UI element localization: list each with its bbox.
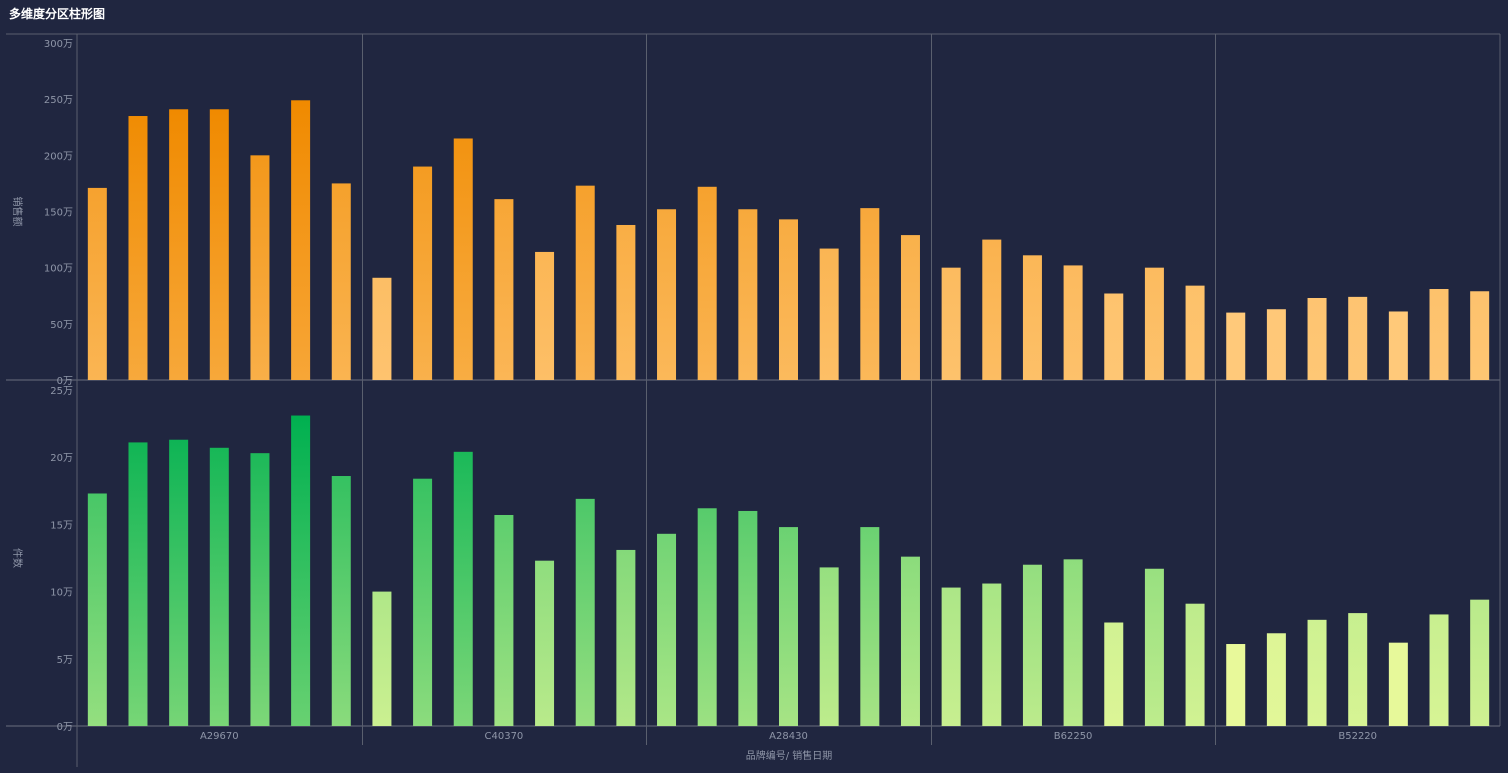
x-axis-label: 品牌编号/ 销售日期 [746,749,833,762]
bar[interactable] [250,453,270,726]
y-tick-label: 15万 [50,520,73,531]
bar[interactable] [982,239,1002,380]
bar[interactable] [616,549,636,726]
y-tick-label: 150万 [44,208,73,219]
bar[interactable] [1388,642,1408,726]
bar[interactable] [779,527,798,726]
bar[interactable] [941,267,961,380]
bar[interactable] [169,109,189,380]
bar[interactable] [372,277,392,380]
bar[interactable] [413,166,433,380]
bar[interactable] [494,199,514,380]
bar[interactable] [738,209,758,380]
bar[interactable] [1104,622,1124,726]
bar[interactable] [1470,599,1490,726]
bar[interactable] [331,183,351,380]
bar[interactable] [900,556,920,726]
bar[interactable] [697,508,717,726]
y-tick-label: 300万 [44,39,73,50]
bar[interactable] [169,439,189,726]
y-tick-label: 0万 [57,722,73,733]
bar[interactable] [575,185,595,380]
y-tick-label: 20万 [50,453,73,464]
x-group-label: A28430 [769,731,808,742]
bar[interactable] [616,224,636,380]
bar[interactable] [1429,289,1449,380]
bar[interactable] [1266,309,1286,380]
bar[interactable] [372,591,392,726]
bar[interactable] [819,248,839,380]
y-tick-label: 0万 [57,376,73,387]
bar[interactable] [1022,564,1042,726]
bar[interactable] [128,116,148,381]
y-tick-label: 200万 [44,151,73,162]
bar[interactable] [1144,267,1164,380]
bar[interactable] [860,208,880,380]
y-tick-label: 250万 [44,95,73,106]
bar[interactable] [575,498,595,726]
bar[interactable] [128,442,148,726]
bar[interactable] [1063,265,1083,380]
y-axis-label: 销售额 [11,197,24,227]
bar[interactable] [209,447,229,726]
bar[interactable] [657,533,677,726]
bar[interactable] [738,510,758,726]
bar[interactable] [87,493,107,726]
bar[interactable] [860,527,880,726]
bar[interactable] [1307,619,1327,726]
bar[interactable] [982,583,1002,726]
y-tick-label: 10万 [50,588,73,599]
bar[interactable] [1144,568,1164,726]
bar[interactable] [1226,644,1246,726]
bar[interactable] [209,109,229,380]
bar[interactable] [535,251,555,380]
x-group-label: B52220 [1338,731,1377,742]
y-axis-label: 件数 [11,548,24,568]
bar[interactable] [1348,613,1368,726]
bar[interactable] [291,100,311,380]
bar[interactable] [413,478,433,726]
bar[interactable] [1470,291,1490,380]
bar[interactable] [291,415,311,726]
bar[interactable] [1022,255,1042,380]
bar[interactable] [779,219,798,380]
bar[interactable] [657,209,677,380]
bar[interactable] [1429,614,1449,726]
x-group-label: B62250 [1054,731,1093,742]
bar[interactable] [250,155,270,380]
y-tick-label: 100万 [44,264,73,275]
bar[interactable] [900,235,920,380]
chart-title: 多维度分区柱形图 [9,7,106,21]
bar[interactable] [1266,633,1286,726]
y-tick-label: 25万 [50,386,73,397]
y-tick-label: 50万 [50,320,73,331]
x-group-label: A29670 [200,731,239,742]
bar[interactable] [1104,293,1124,380]
bar[interactable] [1185,285,1205,380]
y-tick-label: 5万 [57,655,73,666]
bar[interactable] [1348,296,1368,380]
bar[interactable] [331,476,351,726]
bar[interactable] [697,186,717,380]
bar[interactable] [535,560,555,726]
x-group-label: C40370 [485,731,524,742]
bar[interactable] [1063,559,1083,726]
bar[interactable] [87,187,107,380]
bar[interactable] [1388,311,1408,380]
bar[interactable] [494,514,514,726]
bar[interactable] [1185,603,1205,726]
bar[interactable] [453,451,473,726]
bar[interactable] [819,567,839,726]
bar[interactable] [453,138,473,380]
bar[interactable] [1307,297,1327,380]
bar[interactable] [941,587,961,726]
bar[interactable] [1226,312,1246,380]
